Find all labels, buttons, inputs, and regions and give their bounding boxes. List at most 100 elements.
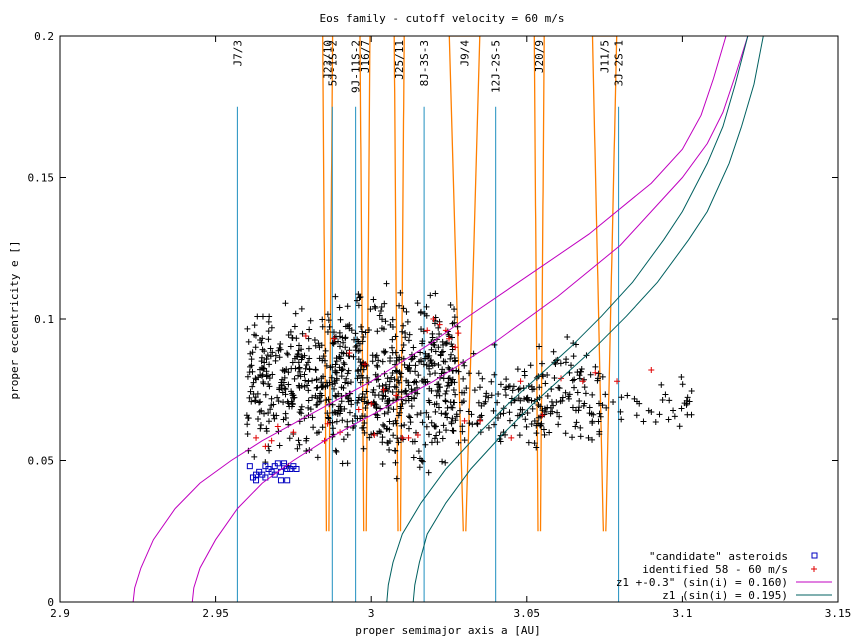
family-member-point xyxy=(409,438,416,445)
identified-asteroid-point xyxy=(508,434,515,441)
identified-asteroid-point xyxy=(477,417,484,424)
family-member-point xyxy=(355,372,362,379)
family-member-point xyxy=(410,454,417,461)
family-member-point xyxy=(447,399,454,406)
family-member-point xyxy=(411,378,418,385)
identified-asteroid-point xyxy=(517,378,524,385)
family-member-point xyxy=(314,454,321,461)
family-member-point xyxy=(329,381,336,388)
plot-area xyxy=(132,36,764,602)
family-member-point xyxy=(378,325,385,332)
family-member-point xyxy=(537,413,544,420)
family-member-point xyxy=(400,322,407,329)
family-member-point xyxy=(572,407,579,414)
family-member-point xyxy=(295,437,302,444)
family-member-point xyxy=(330,425,337,432)
family-member-point xyxy=(392,333,399,340)
family-member-point xyxy=(413,379,420,386)
family-member-point xyxy=(354,368,361,375)
family-member-point xyxy=(380,348,387,355)
family-member-point xyxy=(449,427,456,434)
family-member-point xyxy=(245,338,252,345)
family-member-point xyxy=(671,413,678,420)
family-member-point xyxy=(315,340,322,347)
identified-asteroid-point xyxy=(405,434,412,441)
family-member-point xyxy=(435,362,442,369)
x-axis-label: proper semimajor axis a [AU] xyxy=(355,624,540,637)
family-member-point xyxy=(265,318,272,325)
family-member-point xyxy=(369,358,376,365)
family-member-point xyxy=(494,415,501,422)
family-member-point xyxy=(455,368,462,375)
family-member-point xyxy=(361,429,368,436)
family-member-point xyxy=(263,368,270,375)
family-member-point xyxy=(248,362,255,369)
family-member-point xyxy=(332,361,339,368)
family-member-point xyxy=(570,353,577,360)
family-member-point xyxy=(401,361,408,368)
family-member-point xyxy=(528,383,535,390)
family-member-point xyxy=(574,389,581,396)
family-member-point xyxy=(305,345,312,352)
family-member-point xyxy=(419,377,426,384)
family-member-point xyxy=(313,430,320,437)
family-member-point xyxy=(298,382,305,389)
family-member-point xyxy=(305,359,312,366)
family-member-point xyxy=(415,448,422,455)
x-tick-label: 3.1 xyxy=(672,607,692,620)
resonance-label: J11/5 xyxy=(599,40,612,73)
family-member-point xyxy=(268,395,275,402)
family-member-point xyxy=(263,428,270,435)
family-member-point xyxy=(316,344,323,351)
family-member-point xyxy=(550,348,557,355)
family-member-point xyxy=(298,403,305,410)
family-member-point xyxy=(351,412,358,419)
family-member-point xyxy=(684,400,691,407)
x-tick-label: 3 xyxy=(368,607,375,620)
secular-resonance-curve xyxy=(412,36,764,602)
secular-resonance-curve xyxy=(191,36,749,602)
family-member-point xyxy=(371,303,378,310)
family-member-point xyxy=(451,358,458,365)
secular-resonance-curve xyxy=(132,36,727,602)
family-member-point xyxy=(354,399,361,406)
family-member-point xyxy=(476,384,483,391)
identified-asteroid-point xyxy=(436,321,443,328)
family-member-point xyxy=(257,422,264,429)
family-member-point xyxy=(380,421,387,428)
family-member-point xyxy=(285,369,292,376)
family-member-point xyxy=(449,415,456,422)
family-member-point xyxy=(417,410,424,417)
family-member-point xyxy=(379,434,386,441)
family-member-point xyxy=(381,410,388,417)
candidate-asteroid-point xyxy=(246,463,253,470)
family-member-point xyxy=(375,357,382,364)
family-member-point xyxy=(569,404,576,411)
family-member-point xyxy=(533,444,540,451)
family-member-point xyxy=(325,414,332,421)
family-member-point xyxy=(439,458,446,465)
family-member-point xyxy=(341,405,348,412)
family-member-point xyxy=(449,404,456,411)
family-member-point xyxy=(461,437,468,444)
family-member-point xyxy=(388,374,395,381)
family-member-point xyxy=(407,419,414,426)
family-member-point xyxy=(392,459,399,466)
family-member-point xyxy=(361,420,368,427)
candidate-asteroid-point xyxy=(281,460,288,467)
family-member-point xyxy=(316,398,323,405)
family-member-point xyxy=(578,365,585,372)
family-member-point xyxy=(461,362,468,369)
family-member-point xyxy=(301,352,308,359)
family-member-point xyxy=(326,323,333,330)
x-tick-label: 2.95 xyxy=(202,607,229,620)
resonance-label: 9J-11S-2 xyxy=(350,40,363,93)
family-member-point xyxy=(577,433,584,440)
legend-label: z1 +-0.3" (sin(i) = 0.160) xyxy=(616,576,788,589)
family-member-point xyxy=(298,305,305,312)
family-member-point xyxy=(303,437,310,444)
family-member-point xyxy=(321,357,328,364)
family-member-point xyxy=(439,435,446,442)
x-tick-label: 3.05 xyxy=(514,607,541,620)
